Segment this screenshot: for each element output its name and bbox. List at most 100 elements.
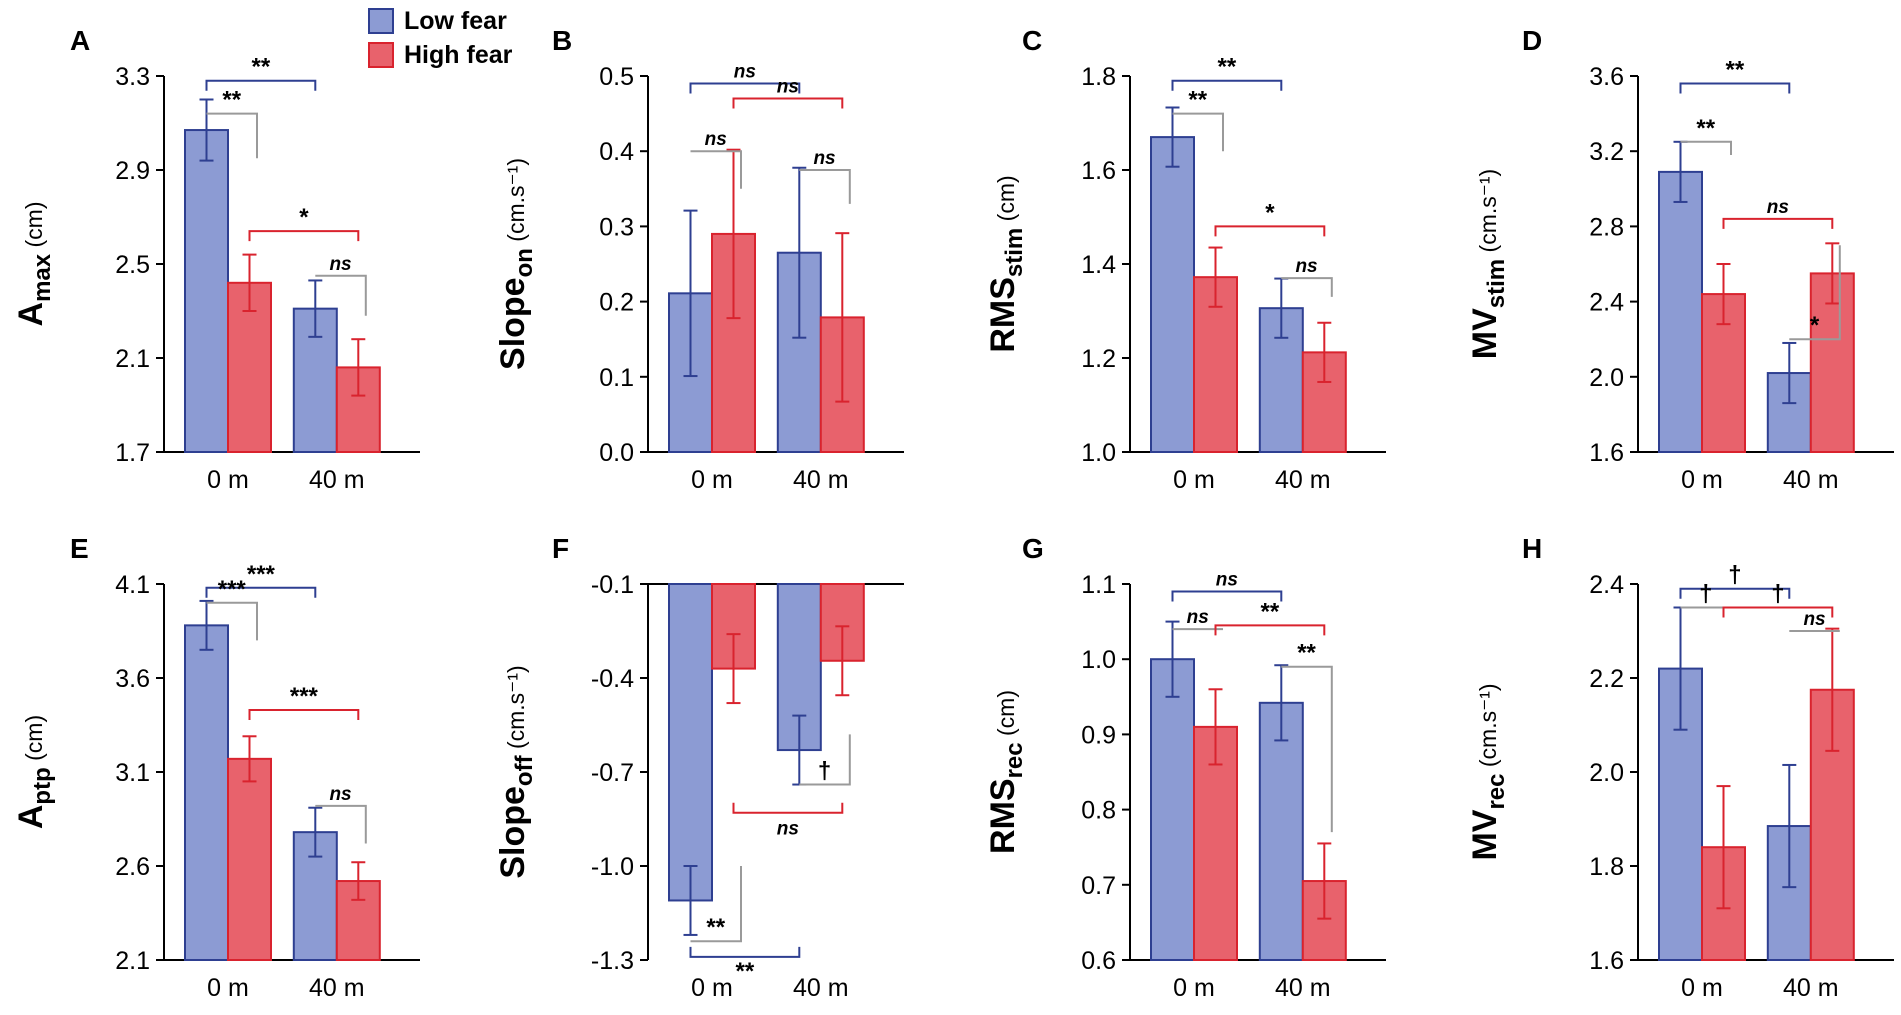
y-tick-label: 1.8 (1081, 63, 1116, 91)
significance-bracket (732, 97, 844, 109)
y-tick-label: 2.0 (1589, 364, 1624, 392)
pairwise-connector (1281, 665, 1333, 833)
y-tick-label: 1.0 (1081, 439, 1116, 467)
pairwise-connector (1172, 112, 1224, 152)
pairwise-label: ns (1187, 607, 1209, 628)
y-tick-label: 0.1 (599, 364, 634, 392)
significance-label: ns (734, 62, 756, 83)
y-axis-label: MVstim (cm.s⁻¹) (1466, 169, 1510, 359)
pairwise-label: ns (329, 784, 351, 805)
significance-label: *** (247, 561, 276, 588)
significance-bracket (732, 802, 844, 814)
y-tick-label: 0.5 (599, 63, 634, 91)
significance-label: *** (290, 683, 319, 710)
y-tick-label: 2.8 (1589, 213, 1624, 241)
y-axis-label: Slopeoff (cm.s⁻¹) (494, 665, 538, 878)
significance-label: * (1265, 199, 1275, 226)
y-tick-label: 3.2 (1589, 138, 1624, 166)
x-tick-label: 40 m (1275, 974, 1331, 1002)
x-tick-label: 0 m (1681, 466, 1723, 494)
x-tick-label: 0 m (1681, 974, 1723, 1002)
pairwise-connector (315, 804, 367, 844)
pairwise-label: ns (813, 148, 835, 169)
significance-bracket (205, 79, 317, 91)
y-axis-label: Amax (cm) (12, 202, 56, 327)
panel-letter: B (552, 25, 572, 56)
legend-item-low-fear: Low fear (368, 4, 512, 38)
y-tick-label: 0.8 (1081, 797, 1116, 825)
pairwise-label: ns (329, 254, 351, 275)
bar-low-fear (668, 583, 713, 902)
bar-high-fear (335, 366, 381, 453)
significance-bracket (689, 82, 801, 94)
pairwise-connector (315, 274, 367, 316)
pairwise-label: ns (1803, 609, 1825, 630)
panel-H: H 1.6 1.8 2.0 2.2 2.4 MVrec (cm.s⁻¹) 0 m 40 m † † †… (1466, 533, 1894, 1002)
bar-low-fear (1150, 658, 1195, 961)
y-tick-label: 1.8 (1589, 853, 1624, 881)
pairwise-connector (1680, 140, 1732, 155)
bar-low-fear (184, 624, 229, 961)
x-tick-label: 40 m (1783, 974, 1839, 1002)
pairwise-label: ** (1188, 87, 1207, 114)
legend-swatch-low-fear (368, 8, 394, 34)
y-axis-label: Aptp (cm) (12, 715, 56, 829)
y-tick-label: 0.3 (599, 213, 634, 241)
pairwise-connector (690, 150, 742, 189)
y-tick-label: 2.2 (1589, 665, 1624, 693)
pairwise-connector (1789, 245, 1841, 341)
significance-bracket (1722, 217, 1834, 229)
pairwise-label: * (1810, 312, 1820, 339)
significance-bracket (248, 230, 360, 242)
bar-high-fear (1193, 725, 1238, 961)
y-tick-label: 0.9 (1081, 721, 1116, 749)
y-axis-label: RMSstim (cm) (984, 175, 1028, 352)
y-tick-label: 2.6 (115, 853, 150, 881)
y-tick-label: 0.0 (599, 439, 634, 467)
y-axis-label: RMSrec (cm) (984, 690, 1028, 854)
y-tick-label: 3.6 (1589, 63, 1624, 91)
y-tick-label: 2.0 (1589, 759, 1624, 787)
pairwise-label: † (818, 758, 831, 785)
significance-bracket (1679, 82, 1791, 94)
y-tick-label: 2.1 (115, 345, 150, 373)
significance-label: * (299, 204, 309, 231)
pairwise-connector (690, 866, 742, 943)
bar-high-fear (227, 757, 272, 962)
panel-letter: H (1522, 533, 1542, 564)
y-tick-label: 1.6 (1589, 439, 1624, 467)
legend-label-low-fear: Low fear (404, 6, 507, 35)
significance-label: ns (1216, 570, 1238, 591)
x-tick-label: 40 m (793, 466, 849, 494)
pairwise-label: *** (218, 576, 247, 603)
legend-swatch-high-fear (368, 42, 394, 68)
pairwise-label: ** (1297, 640, 1316, 667)
pairwise-label: ns (705, 129, 727, 150)
y-tick-label: 0.2 (599, 289, 634, 317)
panel-letter: G (1022, 533, 1044, 564)
bar-low-fear (1658, 170, 1703, 453)
pairwise-label: ns (1295, 256, 1317, 277)
y-tick-label: 3.1 (115, 759, 150, 787)
significance-label: ** (736, 958, 755, 985)
y-tick-label: -1.0 (591, 853, 634, 881)
panel-D: D 1.6 2.0 2.4 2.8 3.2 3.6 MVstim (cm.s⁻¹) 0 m 40 … (1466, 25, 1894, 494)
significance-label: ** (1218, 54, 1237, 81)
panel-letter: A (70, 25, 90, 56)
y-tick-label: 1.1 (1081, 571, 1116, 599)
bar-high-fear (227, 281, 272, 453)
y-tick-label: 2.4 (1589, 571, 1624, 599)
significance-bracket (248, 708, 360, 720)
y-tick-label: 2.4 (1589, 289, 1624, 317)
y-tick-label: 0.4 (599, 138, 634, 166)
significance-label: ns (777, 819, 799, 840)
x-tick-label: 0 m (1173, 974, 1215, 1002)
significance-label: † (1728, 562, 1741, 589)
y-tick-label: 1.2 (1081, 345, 1116, 373)
y-tick-label: 0.6 (1081, 947, 1116, 975)
significance-bracket (1722, 606, 1834, 618)
significance-bracket (1171, 590, 1283, 602)
